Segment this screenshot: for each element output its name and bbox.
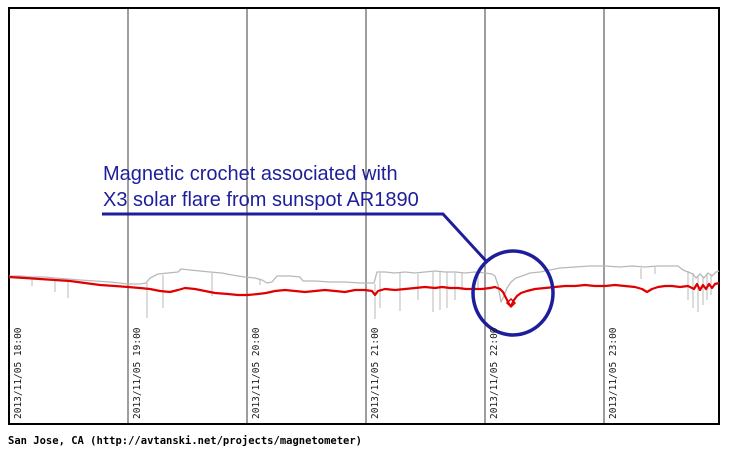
crochet-minimum-marker bbox=[505, 297, 517, 309]
annotation-shapes-group bbox=[102, 212, 555, 337]
magnetometer-channel-red bbox=[8, 275, 720, 308]
magnetometer-channel-gray bbox=[9, 265, 720, 303]
x-tick-label: 2013/11/05 22:00 bbox=[489, 327, 500, 419]
plot-border bbox=[8, 7, 720, 425]
annotation-text: Magnetic crochet associated with X3 sola… bbox=[103, 161, 419, 213]
x-tick-label: 2013/11/05 21:00 bbox=[370, 327, 381, 419]
annotation-text-line2: X3 solar flare from sunspot AR1890 bbox=[103, 189, 419, 211]
annotation-circle bbox=[471, 249, 555, 337]
x-tick-label: 2013/11/05 20:00 bbox=[251, 327, 262, 419]
footer-caption: San Jose, CA (http://avtanski.net/projec… bbox=[8, 435, 363, 447]
x-tick-label: 2013/11/05 18:00 bbox=[13, 327, 24, 419]
series-group bbox=[8, 265, 720, 308]
noise-spikes-group bbox=[31, 267, 712, 319]
x-tick-label: 2013/11/05 23:00 bbox=[608, 327, 619, 419]
annotation-leader-line bbox=[102, 212, 489, 264]
x-tick-label: 2013/11/05 19:00 bbox=[132, 327, 143, 419]
gridlines-group bbox=[127, 8, 605, 424]
crochet-minimum-diamond bbox=[505, 297, 517, 309]
annotation-text-line1: Magnetic crochet associated with bbox=[103, 163, 398, 185]
